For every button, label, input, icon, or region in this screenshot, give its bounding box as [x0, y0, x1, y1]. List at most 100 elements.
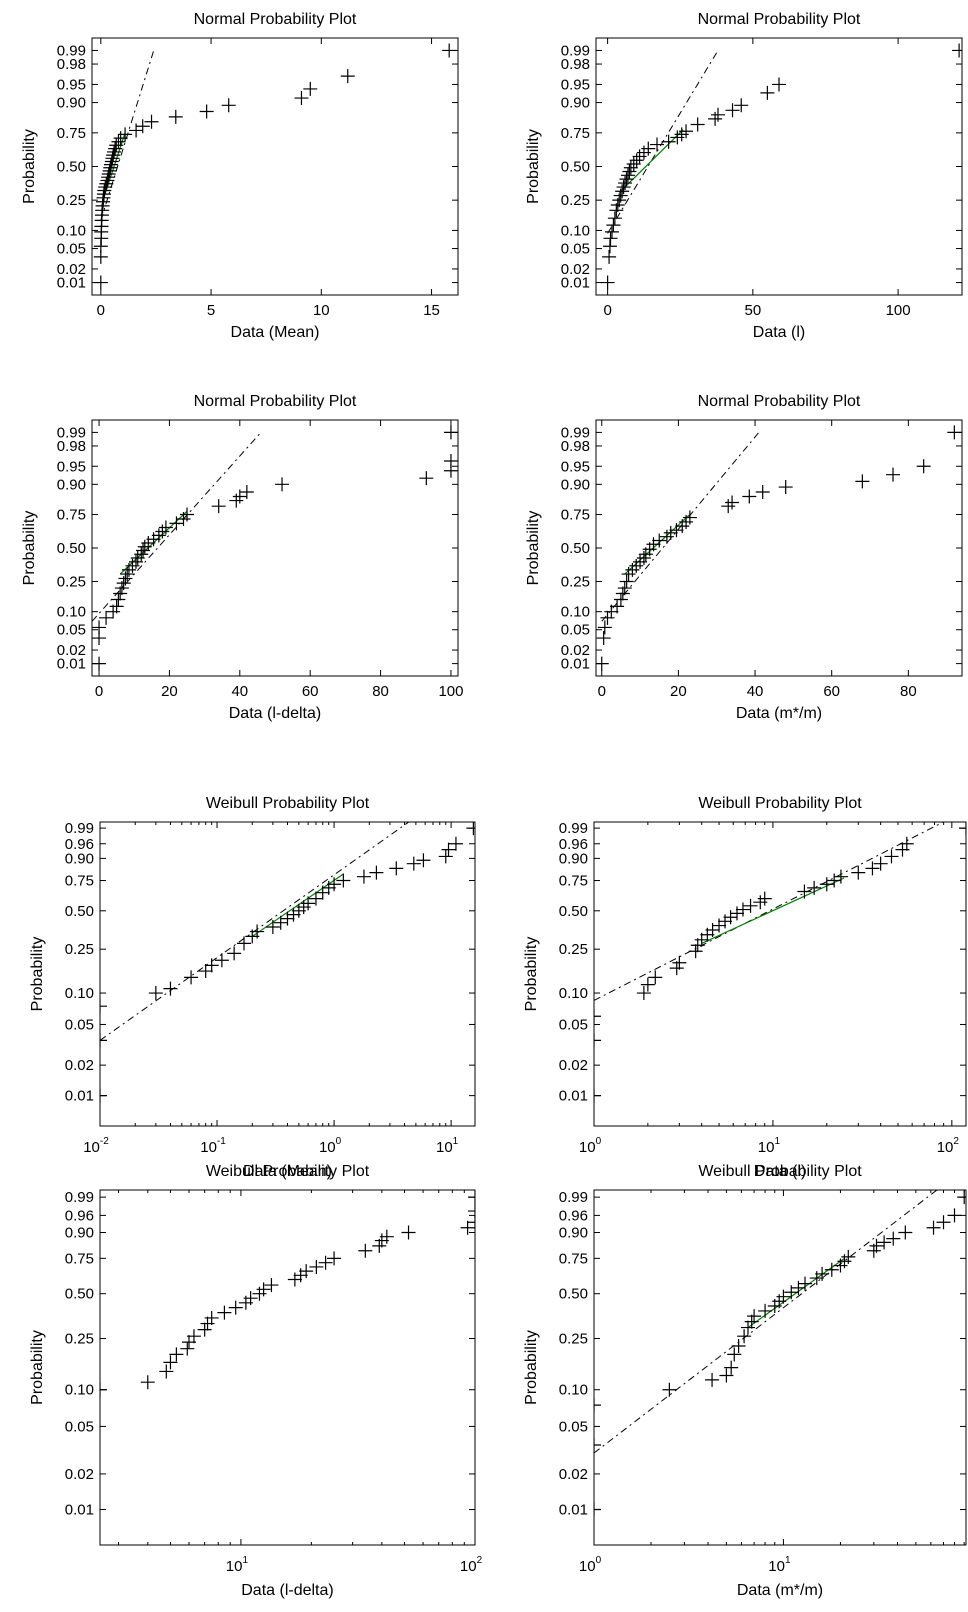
data-point: [275, 477, 290, 492]
data-point: [675, 519, 690, 534]
data-point: [596, 656, 609, 671]
data-point: [947, 425, 962, 440]
data-point: [108, 141, 123, 156]
data-point: [661, 134, 676, 149]
y-tick-label: 0.99: [57, 42, 86, 59]
data-point: [636, 551, 651, 566]
data-point: [609, 203, 624, 218]
x-tick-base: 10: [83, 1139, 100, 1156]
data-point: [379, 1229, 394, 1244]
data-point: [725, 495, 740, 510]
x-tick-base: 10: [226, 1558, 243, 1575]
data-point: [299, 1264, 314, 1279]
data-point: [633, 554, 648, 569]
y-tick-label: 0.25: [57, 574, 86, 591]
y-tick-label: 0.50: [65, 903, 94, 920]
y-tick-label: 0.02: [561, 261, 590, 278]
data-point: [734, 98, 749, 113]
plot-content: [596, 425, 962, 671]
data-point: [636, 986, 651, 1001]
data-point: [898, 1225, 913, 1240]
x-tick-exponent: 1: [774, 1136, 780, 1147]
data-point: [899, 836, 914, 851]
data-point: [723, 910, 738, 925]
data-point: [217, 1305, 232, 1320]
y-tick-label: 0.02: [559, 1466, 588, 1483]
data-point: [103, 160, 118, 175]
y-tick-label: 0.50: [561, 540, 590, 557]
data-point: [121, 562, 136, 577]
x-tick-label: 100: [886, 302, 911, 319]
x-tick-label: 101: [226, 1555, 249, 1575]
y-tick-label: 0.10: [559, 985, 588, 1002]
x-axis-label: Data (l-delta): [241, 1582, 333, 1599]
data-point: [724, 1360, 739, 1375]
data-point: [672, 955, 687, 970]
data-point: [730, 906, 745, 921]
y-tick-label: 0.05: [561, 622, 590, 639]
data-point: [926, 1220, 941, 1235]
data-point: [168, 109, 183, 124]
data-point: [936, 1215, 951, 1230]
data-point: [105, 151, 120, 166]
data-point: [669, 523, 684, 538]
data-point: [884, 849, 899, 864]
data-point: [721, 499, 736, 514]
y-tick-label: 0.02: [65, 1466, 94, 1483]
data-point: [443, 454, 458, 469]
y-tick-label: 0.95: [57, 458, 86, 475]
x-tick-base: 10: [200, 1139, 217, 1156]
chart-title: Normal Probability Plot: [194, 393, 357, 410]
data-point: [180, 1341, 195, 1356]
reference-line-dashed: [100, 50, 155, 221]
data-point: [797, 884, 812, 899]
data-point: [136, 543, 151, 558]
x-tick-label: 0: [95, 683, 103, 700]
data-point: [98, 180, 113, 195]
plot-frame: [91, 419, 459, 677]
data-point: [442, 43, 457, 58]
data-point: [106, 148, 121, 163]
data-point: [287, 1272, 302, 1287]
data-point: [163, 981, 178, 996]
x-tick-base: 10: [758, 1139, 775, 1156]
data-point: [155, 524, 170, 539]
data-point: [221, 98, 236, 113]
data-point: [758, 1303, 773, 1318]
y-axis-label: Probability: [29, 937, 46, 1012]
data-point: [159, 1364, 174, 1379]
data-point: [204, 1310, 219, 1325]
data-point: [757, 891, 772, 906]
data-point: [184, 970, 199, 985]
x-tick-label: 50: [745, 302, 762, 319]
x-tick-label: 10: [313, 302, 330, 319]
data-point: [594, 1009, 601, 1024]
x-tick-label: 101: [758, 1136, 781, 1156]
y-tick-label: 0.25: [57, 192, 86, 209]
data-point: [865, 861, 880, 876]
data-point: [947, 1208, 962, 1223]
data-point: [886, 1231, 901, 1246]
y-tick-label: 0.75: [561, 506, 590, 523]
data-point: [146, 532, 161, 547]
y-tick-label: 0.01: [57, 656, 86, 673]
data-point: [204, 958, 219, 973]
y-tick-label: 0.99: [561, 424, 590, 441]
data-point: [623, 160, 638, 175]
data-point: [358, 1243, 373, 1258]
data-point: [708, 111, 723, 126]
x-tick-exponent: -2: [100, 1136, 109, 1147]
reference-line-dashed: [594, 1190, 938, 1454]
data-point: [406, 856, 421, 871]
data-point: [237, 936, 252, 951]
data-point: [895, 842, 910, 857]
data-point: [740, 1320, 755, 1335]
y-tick-label: 0.25: [65, 1331, 94, 1348]
fit-line-solid: [747, 1257, 845, 1329]
data-point: [640, 977, 655, 992]
x-tick-label: 5: [207, 302, 215, 319]
data-point: [130, 551, 145, 566]
data-point: [111, 592, 126, 607]
y-tick-label: 0.25: [559, 1331, 588, 1348]
